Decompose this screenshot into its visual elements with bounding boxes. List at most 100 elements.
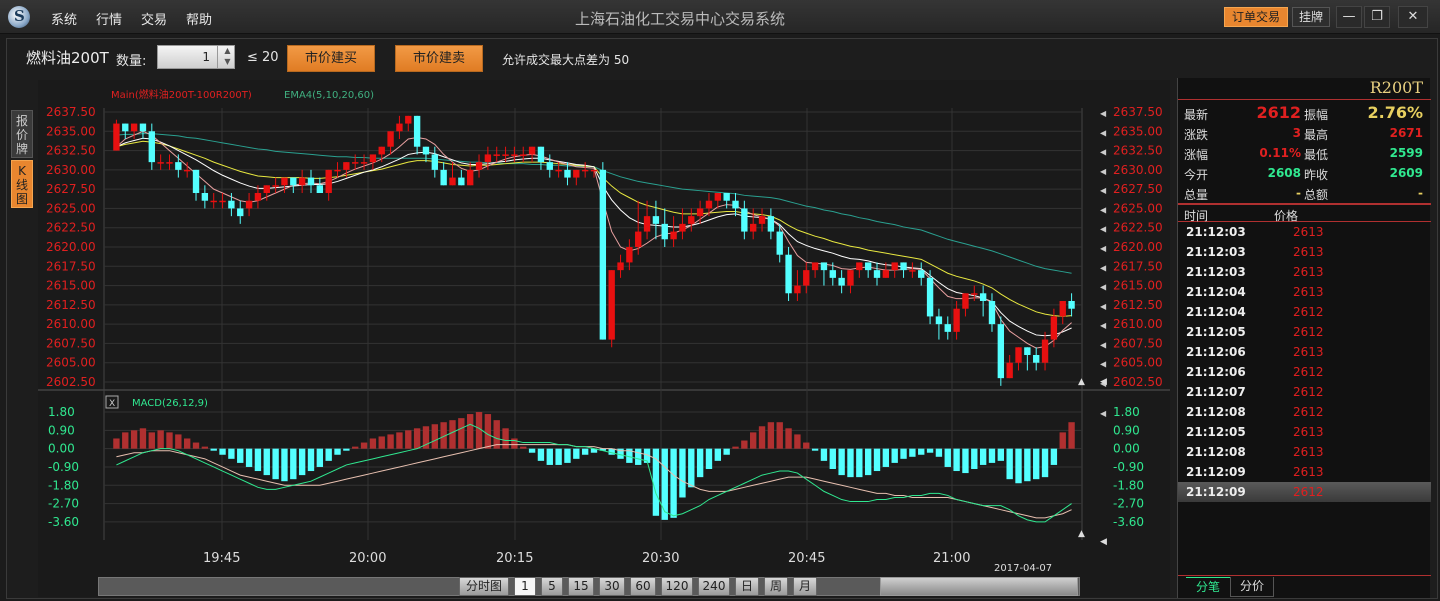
tick-row[interactable]: 21:12:06 2613 [1178,342,1431,362]
tab-order-trading[interactable]: 订单交易 [1224,7,1288,27]
candle [573,169,580,178]
candle [882,270,890,278]
timeframe-button[interactable]: 120 [661,577,693,596]
price-tick-label: 2615.00 [46,279,96,293]
tick-row[interactable]: 21:12:09 2612 [1178,482,1431,502]
date-label: 2017-04-07 [994,563,1052,574]
candle [679,223,686,232]
stepper-down-icon[interactable]: ▼ [224,57,231,66]
timeframe-button[interactable]: 日 [735,577,759,596]
timeframe-button[interactable]: 月 [793,577,817,596]
tick-price: 2613 [1293,445,1324,459]
tick-row[interactable]: 21:12:05 2613 [1178,422,1431,442]
tick-time: 21:12:03 [1186,225,1246,239]
macd-bar [714,448,722,461]
macd-bar [281,448,288,482]
macd-bar [511,438,518,449]
tick-row[interactable]: 21:12:08 2613 [1178,442,1431,462]
tick-row[interactable]: 21:12:04 2613 [1178,282,1431,302]
tick-list[interactable]: 21:12:03 2613 21:12:03 2613 21:12:03 2613 2… [1178,222,1431,502]
tab-price-dist[interactable]: 分价 [1230,577,1274,597]
price-tick-label: 2632.50 [1113,144,1163,158]
time-tick-label: 20:45 [788,551,825,566]
macd-bar [811,448,819,451]
macd-bar [528,448,536,453]
price-tick-label: 2622.50 [46,221,96,235]
quote-label: 最新 [1184,108,1209,122]
tick-row[interactable]: 21:12:03 2613 [1178,262,1431,282]
close-button[interactable]: ✕ [1398,6,1428,28]
order-toolbar: 燃料油200T 数量: 1 ▲ ▼ ≤ 20 市价建买 市价建卖 允许成交最大点… [12,42,1432,76]
tick-row[interactable]: 21:12:04 2612 [1178,302,1431,322]
tab-ticks[interactable]: 分笔 [1186,577,1230,597]
svg-text:◀: ◀ [1100,283,1107,292]
candle [201,193,209,201]
tick-row[interactable]: 21:12:03 2613 [1178,242,1431,262]
candle [953,308,960,332]
menu-help[interactable]: 帮助 [186,13,213,28]
candle [343,162,350,170]
candle [794,285,801,294]
title-bar: S 系统 行情 交易 帮助 上海石油化工交易中心交易系统 订单交易 挂牌 — ❐… [0,0,1440,34]
scroll-range-handle[interactable] [880,577,1078,596]
tick-price: 2612 [1293,485,1324,499]
candle [475,162,483,170]
quote-label: 振幅 [1304,108,1329,122]
macd-bar [785,428,792,449]
quantity-stepper[interactable]: ▲ ▼ [217,45,237,69]
timeframe-button[interactable]: 5 [541,577,563,596]
tick-time: 21:12:06 [1186,365,1246,379]
menu-system[interactable]: 系统 [51,13,78,28]
candle [422,146,430,155]
tick-price: 2613 [1293,345,1324,359]
menu-market[interactable]: 行情 [96,13,123,28]
minimize-button[interactable]: — [1336,6,1362,28]
quantity-input[interactable]: 1 [157,45,235,69]
candle [122,123,129,132]
candle [307,177,315,186]
tick-row[interactable]: 21:12:08 2612 [1178,402,1431,422]
timeframe-button[interactable]: 15 [568,577,594,596]
macd-bar [918,448,925,455]
candle [714,193,722,201]
macd-bar [590,448,598,453]
timeframe-button[interactable]: 1 [514,577,536,596]
macd-bar [829,448,836,469]
timeframe-button[interactable]: 周 [764,577,788,596]
timeframe-button[interactable]: 240 [698,577,730,596]
tick-row[interactable]: 21:12:05 2612 [1178,322,1431,342]
tick-row[interactable]: 21:12:09 2613 [1178,462,1431,482]
tick-row[interactable]: 21:12:07 2612 [1178,382,1431,402]
tab-quote-board[interactable]: 报价牌 [11,110,33,158]
macd-bar [378,436,385,449]
market-sell-button[interactable]: 市价建卖 [395,45,483,72]
menu-trade[interactable]: 交易 [141,13,168,28]
timeframe-button[interactable]: 60 [630,577,656,596]
candle [723,193,730,201]
macd-bar [997,448,1005,461]
tab-listing[interactable]: 挂牌 [1292,7,1330,27]
candle [334,169,341,172]
quote-symbol: R200T [1178,78,1431,100]
restore-button[interactable]: ❐ [1364,6,1390,28]
kline-chart-svg[interactable]: 2637.50 2637.50 ◀ 2635.00 2635.00 ◀ 2632.50 263… [38,80,1170,597]
timeframe-button[interactable]: 分时图 [459,577,509,596]
candle [988,301,996,325]
tick-row[interactable]: 21:12:06 2612 [1178,362,1431,382]
macd-tick-label: -0.90 [48,460,79,474]
svg-text:◀: ◀ [1100,109,1107,118]
macd-bar [1033,448,1040,480]
macd-bar [882,448,890,467]
stepper-up-icon[interactable]: ▲ [224,46,231,55]
candle [599,169,607,340]
tab-kline[interactable]: K线图 [11,160,33,208]
tick-row[interactable]: 21:12:03 2613 [1178,222,1431,242]
timeframe-button[interactable]: 30 [599,577,625,596]
candle [581,169,589,172]
macd-close-icon[interactable] [105,395,119,409]
market-buy-button[interactable]: 市价建买 [287,45,375,72]
candle [803,270,810,286]
candle [387,131,394,147]
kline-chart[interactable]: 2637.50 2637.50 ◀ 2635.00 2635.00 ◀ 2632.50 263… [38,80,1170,597]
macd-bar [113,438,120,449]
